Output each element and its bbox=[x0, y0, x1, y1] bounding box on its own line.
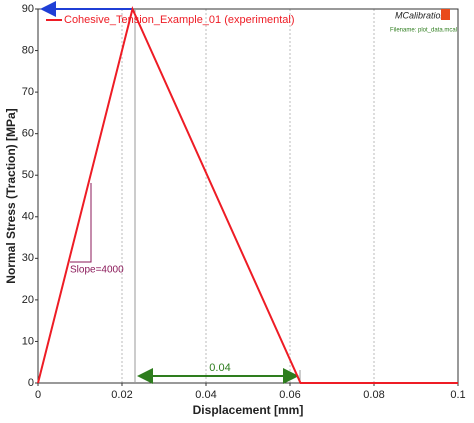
slope-label: Slope=4000 bbox=[70, 265, 124, 276]
x-tick-label: 0.02 bbox=[111, 389, 132, 401]
slope-triangle bbox=[70, 183, 92, 263]
x-tick-label: 0.04 bbox=[195, 389, 216, 401]
brand-logo bbox=[441, 9, 450, 20]
filename: Filename: plot_data.mcal bbox=[390, 28, 457, 34]
plot-frame bbox=[37, 8, 459, 384]
x-tick-label: 0.06 bbox=[279, 389, 300, 401]
x-axis-title: Displacement [mm] bbox=[193, 403, 304, 417]
x-tick-label: 0.08 bbox=[363, 389, 384, 401]
legend-label: Cohesive_Tension_Example_01 (experimenta… bbox=[64, 14, 295, 26]
y-tick-label: 30 bbox=[22, 252, 34, 264]
width-label: 0.04 bbox=[209, 362, 230, 374]
y-tick-label: 50 bbox=[22, 169, 34, 181]
grid bbox=[37, 9, 459, 383]
y-tick-label: 90 bbox=[22, 3, 34, 15]
y-axis-title: Normal Stress (Traction) [MPa] bbox=[4, 108, 18, 283]
y-tick-label: 20 bbox=[22, 294, 34, 306]
y-tick-label: 70 bbox=[22, 86, 34, 98]
y-tick-label: 60 bbox=[22, 128, 34, 140]
y-tick-label: 80 bbox=[22, 44, 34, 56]
x-tick-label: 0 bbox=[35, 389, 41, 401]
brand: MCalibration bbox=[395, 10, 446, 20]
y-tick-label: 0 bbox=[28, 377, 34, 389]
x-tick-label: 0.1 bbox=[450, 389, 465, 401]
data-line bbox=[37, 5, 458, 384]
y-tick-label: 40 bbox=[22, 211, 34, 223]
y-tick-label: 10 bbox=[22, 335, 34, 347]
